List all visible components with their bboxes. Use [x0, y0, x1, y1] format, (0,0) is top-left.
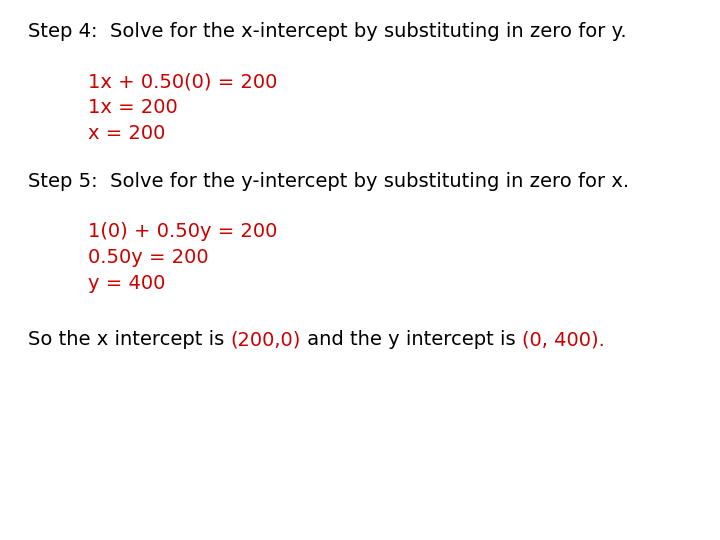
- Text: x = 200: x = 200: [88, 124, 166, 143]
- Text: 0.50y = 200: 0.50y = 200: [88, 248, 209, 267]
- Text: (0, 400).: (0, 400).: [522, 330, 605, 349]
- Text: Step 5:  Solve for the y-intercept by substituting in zero for x.: Step 5: Solve for the y-intercept by sub…: [28, 172, 629, 191]
- Text: 1x = 200: 1x = 200: [88, 98, 178, 117]
- Text: Step 4:  Solve for the x-intercept by substituting in zero for y.: Step 4: Solve for the x-intercept by sub…: [28, 22, 626, 41]
- Text: (200,0): (200,0): [230, 330, 301, 349]
- Text: y = 400: y = 400: [88, 274, 166, 293]
- Text: So the x intercept is: So the x intercept is: [28, 330, 230, 349]
- Text: 1x + 0.50(0) = 200: 1x + 0.50(0) = 200: [88, 72, 277, 91]
- Text: 1(0) + 0.50y = 200: 1(0) + 0.50y = 200: [88, 222, 277, 241]
- Text: and the y intercept is: and the y intercept is: [301, 330, 522, 349]
